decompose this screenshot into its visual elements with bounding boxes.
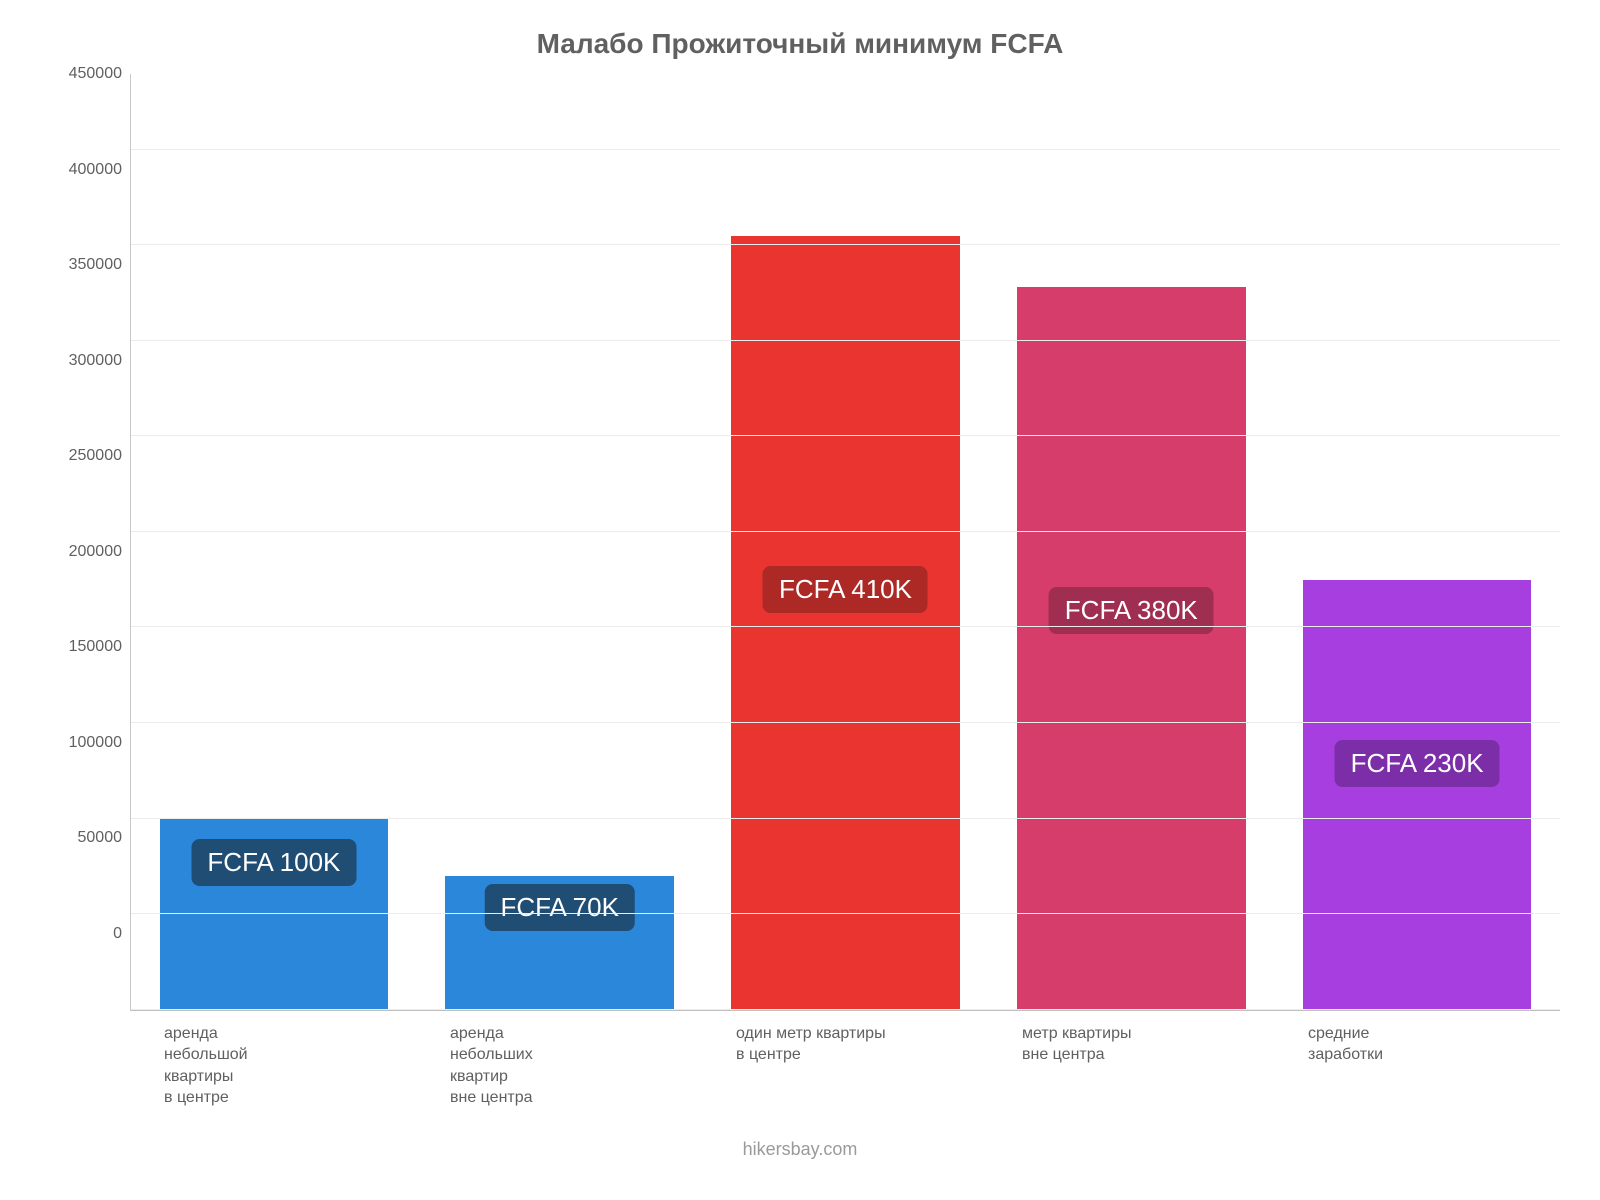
chart-footer: hikersbay.com — [40, 1139, 1560, 1160]
cost-of-living-chart: Малабо Прожиточный минимум FCFA 0 50000 10… — [0, 0, 1600, 1200]
y-tick-label: 200000 — [69, 543, 122, 561]
grid-line — [131, 531, 1560, 532]
x-label-slot: один метр квартиры в центре — [702, 1011, 988, 1109]
x-label-slot: аренда небольших квартир вне центра — [416, 1011, 702, 1109]
x-category-label: аренда небольшой квартиры в центре — [164, 1023, 248, 1109]
grid-line — [131, 244, 1560, 245]
bar: FCFA 70K — [445, 876, 674, 1010]
x-label-slot: средние заработки — [1274, 1011, 1560, 1109]
grid-line — [131, 722, 1560, 723]
y-tick-label: 400000 — [69, 161, 122, 179]
x-label-slot: аренда небольшой квартиры в центре — [130, 1011, 416, 1109]
x-category-label: аренда небольших квартир вне центра — [450, 1023, 533, 1109]
x-spacer — [40, 1011, 130, 1109]
bar-slot: FCFA 230K — [1274, 74, 1560, 1010]
bar: FCFA 380K — [1017, 287, 1246, 1009]
plot-area: FCFA 100K FCFA 70K FCFA 410K FCFA 380K FCFA … — [130, 74, 1560, 1011]
y-tick-label: 100000 — [69, 734, 122, 752]
y-tick-label: 450000 — [69, 65, 122, 83]
x-category-label: один метр квартиры в центре — [736, 1023, 886, 1109]
y-axis: 0500001000001500002000002500003000003500… — [40, 74, 130, 934]
x-label-slot: метр квартиры вне центра — [988, 1011, 1274, 1109]
y-tick-label: 50000 — [78, 829, 123, 847]
bar: FCFA 410K — [731, 236, 960, 1010]
y-tick-label: 250000 — [69, 447, 122, 465]
plot-row: 0 50000 100000 150000 200000 250000 300000 3500… — [40, 74, 1560, 1011]
grid-line — [131, 626, 1560, 627]
y-tick-label: 300000 — [69, 352, 122, 370]
x-category-label: средние заработки — [1308, 1023, 1383, 1109]
bar-slot: FCFA 410K — [703, 74, 989, 1010]
grid-line — [131, 149, 1560, 150]
grid-line — [131, 913, 1560, 914]
bar-slot: FCFA 100K — [131, 74, 417, 1010]
y-tick-label: 150000 — [69, 638, 122, 656]
bars-container: FCFA 100K FCFA 70K FCFA 410K FCFA 380K FCFA … — [131, 74, 1560, 1010]
grid-line — [131, 818, 1560, 819]
bar-value-label: FCFA 70K — [484, 884, 635, 931]
y-tick-label: 350000 — [69, 256, 122, 274]
y-tick-label: 0 — [113, 925, 122, 943]
bar-slot: FCFA 70K — [417, 74, 703, 1010]
bar: FCFA 230K — [1303, 580, 1532, 1010]
grid-line — [131, 340, 1560, 341]
bar-value-label: FCFA 410K — [763, 566, 928, 613]
x-category-label: метр квартиры вне центра — [1022, 1023, 1131, 1109]
bar-slot: FCFA 380K — [988, 74, 1274, 1010]
x-axis-row: аренда небольшой квартиры в центре аренда… — [40, 1011, 1560, 1109]
grid-line — [131, 435, 1560, 436]
grid-line — [131, 1009, 1560, 1010]
x-labels: аренда небольшой квартиры в центре аренда… — [130, 1011, 1560, 1109]
bar-value-label: FCFA 100K — [191, 839, 356, 886]
bar-value-label: FCFA 230K — [1335, 740, 1500, 787]
chart-title: Малабо Прожиточный минимум FCFA — [40, 28, 1560, 60]
